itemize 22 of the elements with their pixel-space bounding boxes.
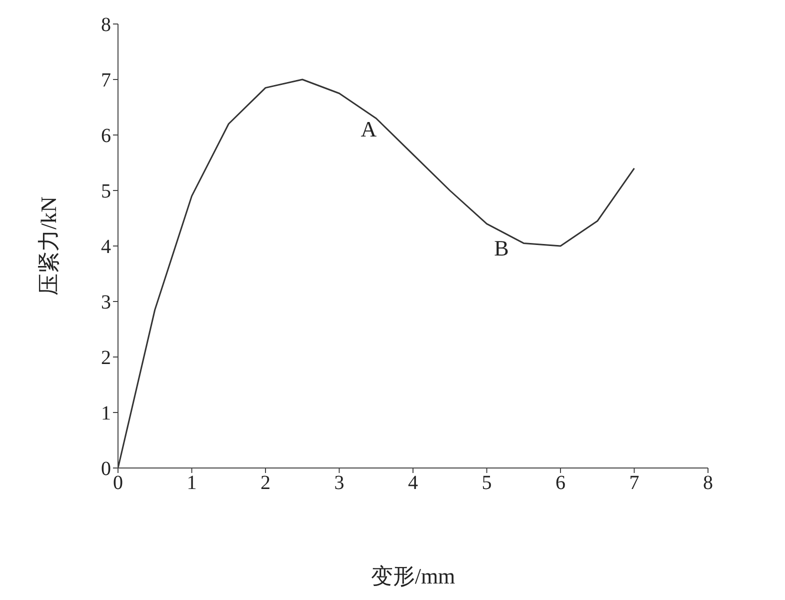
y-axis-title: 压紧力/kN: [36, 196, 61, 296]
y-tick-label: 2: [101, 347, 111, 370]
x-tick-label: 3: [334, 472, 344, 494]
x-axis-title: 变形/mm: [370, 564, 456, 589]
y-tick-label: 5: [101, 180, 111, 203]
y-tick-label: 4: [101, 236, 111, 258]
x-tick-label: 8: [703, 472, 713, 494]
x-tick-label: 7: [629, 472, 640, 494]
y-tick-label: 7: [101, 70, 111, 92]
x-tick-label: 6: [556, 472, 566, 494]
y-tick-label: 3: [101, 292, 111, 314]
annotation: A: [360, 116, 377, 142]
line-series: [118, 78, 635, 468]
y-tick-label: 8: [101, 14, 111, 36]
y-tick-label: 6: [101, 125, 111, 148]
x-tick-label: 5: [482, 472, 492, 494]
x-tick-label: 2: [260, 472, 270, 494]
annotation: B: [494, 236, 509, 261]
y-tick-label: 0: [101, 458, 111, 480]
x-tick-label: 1: [186, 472, 197, 494]
x-tick-label: 4: [408, 472, 418, 494]
y-tick-label: 1: [101, 402, 111, 425]
